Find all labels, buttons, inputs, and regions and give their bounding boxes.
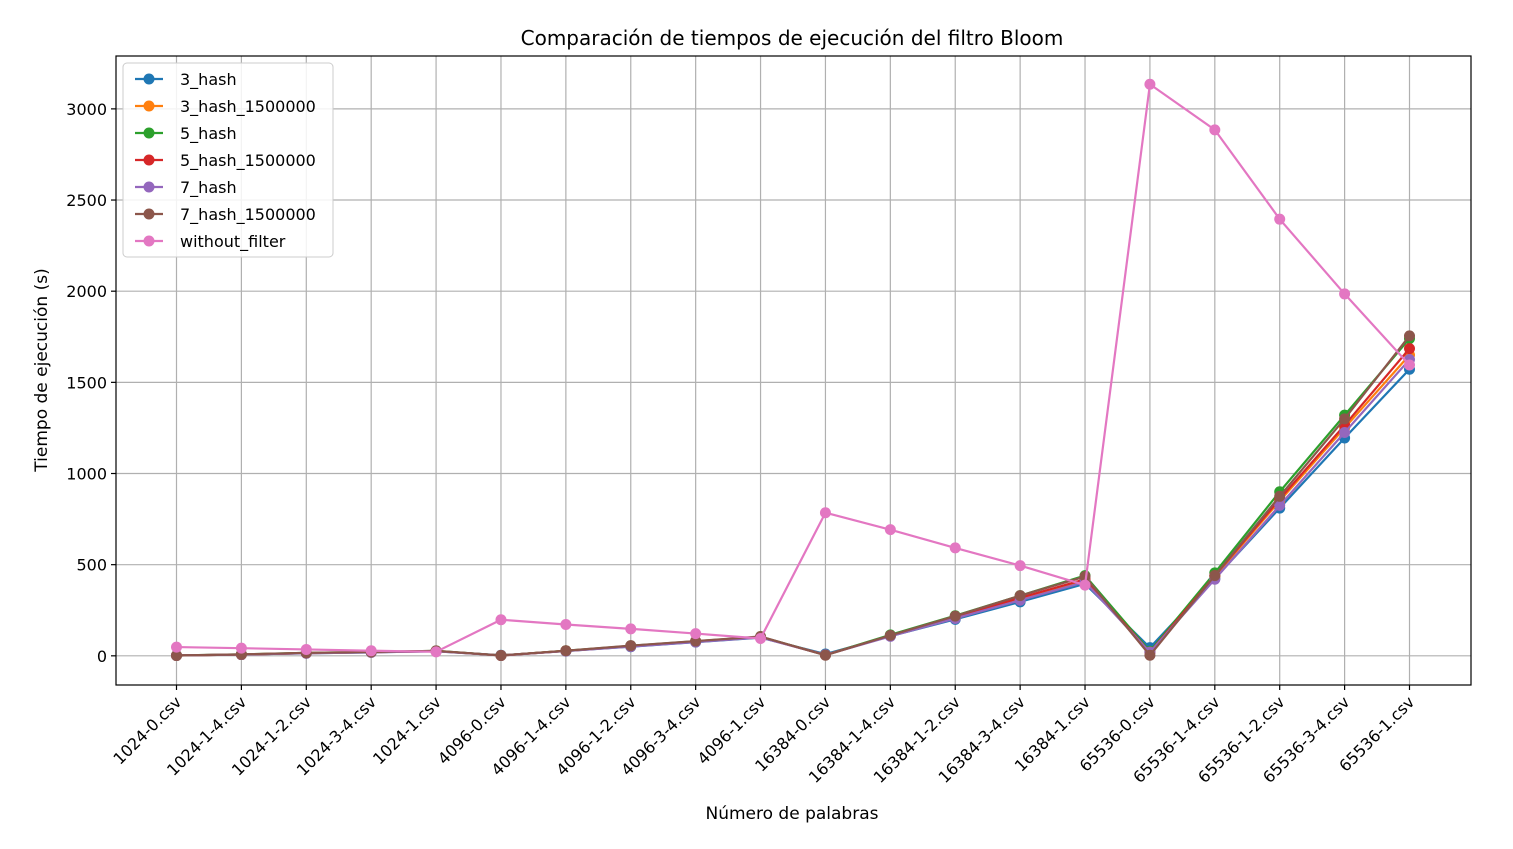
data-point	[365, 645, 377, 657]
legend-frame	[122, 62, 334, 258]
data-point	[819, 649, 831, 661]
legend-item: 7_hash_1500000	[135, 205, 316, 225]
legend-label: 7_hash	[180, 178, 237, 198]
data-point	[1404, 359, 1415, 371]
legend-label: without_filter	[180, 232, 286, 252]
data-point	[1339, 413, 1351, 425]
y-axis-title: Tiempo de ejecución (s)	[32, 268, 52, 472]
series-without_filter	[171, 78, 1415, 658]
legend-swatch-marker	[143, 100, 155, 112]
series-line	[176, 354, 1411, 657]
series-7_hash	[171, 354, 1415, 661]
series-3_hash_1500000	[171, 349, 1415, 661]
legend-item: 5_hash_1500000	[135, 151, 316, 171]
series-line	[176, 83, 1411, 653]
data-point	[235, 642, 247, 654]
legend-swatch-marker	[143, 235, 155, 247]
data-point	[171, 641, 182, 653]
data-point	[949, 542, 961, 554]
legend-item: 5_hash	[135, 124, 237, 144]
y-tick-label: 2000	[66, 282, 107, 301]
data-point	[1209, 570, 1221, 582]
data-point	[1079, 579, 1091, 591]
data-point	[1144, 78, 1156, 90]
data-point	[884, 524, 896, 536]
data-point	[1274, 213, 1286, 225]
legend-swatch-marker	[143, 154, 155, 166]
data-point	[1209, 124, 1221, 136]
data-point	[1014, 590, 1026, 602]
series-line	[176, 335, 1411, 657]
legend-swatch-marker	[143, 208, 155, 220]
data-point	[495, 649, 507, 661]
y-tick-label: 0	[97, 647, 107, 666]
x-axis-title: Número de palabras	[706, 804, 879, 824]
data-point	[1339, 426, 1351, 438]
x-tick-label: 1024-1.csv	[369, 692, 445, 768]
plot-frame	[115, 55, 1472, 686]
data-point	[430, 646, 442, 658]
data-point	[884, 629, 896, 641]
y-tick-label: 1500	[66, 373, 107, 392]
data-point	[1339, 288, 1351, 300]
y-axis-ticks: 0 500 1000 1500 2000 2500 3000	[66, 100, 116, 666]
data-point	[755, 633, 767, 645]
legend-swatch-marker	[143, 181, 155, 193]
series-5_hash_1500000	[171, 343, 1415, 661]
data-point	[300, 643, 312, 655]
data-point	[1014, 560, 1026, 572]
legend-swatch-marker	[143, 73, 155, 85]
data-point	[495, 614, 507, 626]
data-point	[690, 628, 702, 640]
legend-swatch-marker	[143, 127, 155, 139]
grid	[116, 56, 1471, 685]
legend-label: 5_hash_1500000	[180, 151, 316, 171]
y-tick-label: 1000	[66, 465, 107, 484]
legend-label: 7_hash_1500000	[180, 205, 316, 225]
legend-item: 7_hash	[135, 178, 237, 198]
legend-label: 3_hash_1500000	[180, 97, 316, 117]
data-point	[1274, 499, 1286, 511]
legend: 3_hash 3_hash_1500000 5_hash 5_hash_1500000…	[122, 62, 334, 258]
data-point	[949, 610, 961, 622]
data-point	[1079, 571, 1091, 583]
series-3_hash	[171, 363, 1415, 661]
data-point	[1404, 343, 1415, 355]
legend-label: 3_hash	[180, 70, 237, 90]
y-tick-label: 2500	[66, 191, 107, 210]
data-point	[560, 618, 572, 630]
data-point	[625, 623, 637, 635]
data-point	[560, 645, 572, 657]
data-point	[819, 507, 831, 519]
legend-label: 5_hash	[180, 124, 237, 144]
series-line	[176, 358, 1411, 657]
chart-title: Comparación de tiempos de ejecución del …	[521, 26, 1064, 50]
series-layer	[171, 78, 1415, 661]
legend-item: without_filter	[135, 232, 286, 252]
legend-item: 3_hash_1500000	[135, 97, 316, 117]
data-point	[625, 640, 637, 652]
x-axis-ticks: 1024-0.csv1024-1-4.csv1024-1-2.csv1024-3…	[109, 685, 1418, 787]
data-point	[171, 649, 182, 661]
data-point	[1274, 490, 1286, 502]
series-line	[176, 337, 1411, 657]
series-line	[176, 347, 1411, 657]
y-tick-label: 500	[76, 556, 107, 575]
y-tick-label: 3000	[66, 100, 107, 119]
data-point	[1404, 330, 1415, 342]
data-point	[1144, 649, 1156, 661]
series-7_hash_1500000	[171, 330, 1415, 661]
series-line	[176, 368, 1411, 657]
legend-item: 3_hash	[135, 70, 237, 90]
